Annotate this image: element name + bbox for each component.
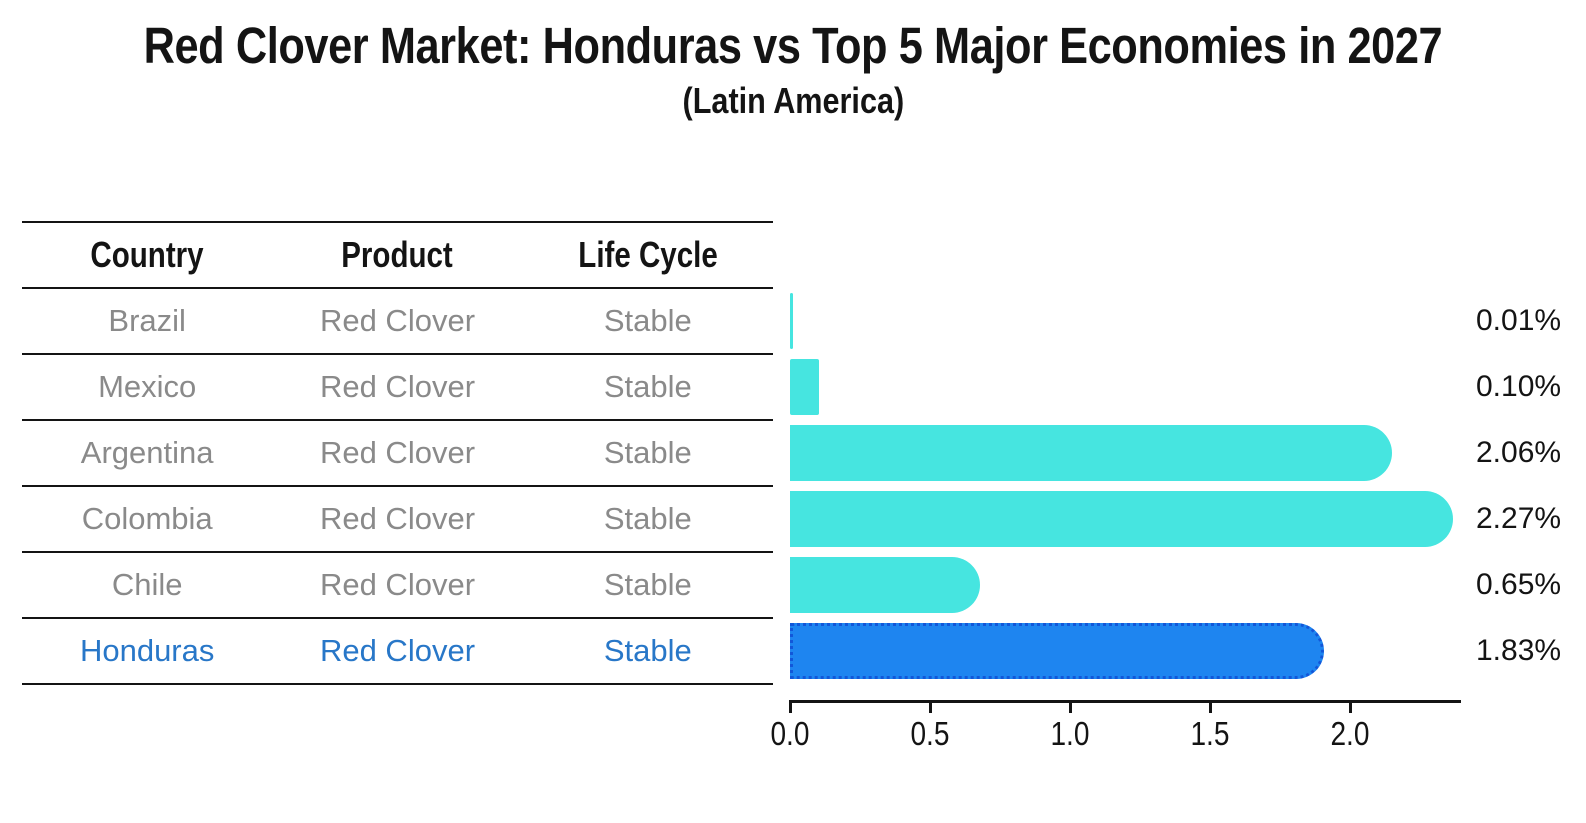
product-cell: Red Clover: [319, 369, 476, 404]
chart-title-text: Red Clover Market: Honduras vs Top 5 Maj…: [143, 17, 1443, 74]
table-row-argentina: Argentina Red Clover Stable: [22, 421, 773, 487]
x-axis-tick-label-text: 0.5: [910, 715, 950, 752]
x-axis-tick-label-0.5: 0.5: [885, 716, 975, 752]
life-cycle-cell: Stable: [603, 369, 692, 404]
table-body: Brazil Red Clover Stable Mexico Red Clover St…: [22, 289, 773, 685]
table-row-mexico: Mexico Red Clover Stable: [22, 355, 773, 421]
x-axis-tick-label-1.0: 1.0: [1025, 716, 1115, 752]
bar-chile: [790, 557, 980, 613]
bar-argentina: [790, 425, 1392, 481]
country-cell: Mexico: [98, 369, 197, 404]
x-axis-tick-label-text: 2.0: [1330, 715, 1370, 752]
column-header-life-cycle: Life Cycle: [578, 234, 718, 275]
column-header-country: Country: [90, 234, 204, 275]
value-label-chile: 0.65%: [1476, 568, 1562, 601]
x-axis-tick-label-2.0: 2.0: [1305, 716, 1395, 752]
bar-honduras: [790, 623, 1324, 679]
life-cycle-cell: Stable: [603, 567, 692, 602]
life-cycle-cell: Stable: [603, 303, 692, 338]
column-header-product: Product: [341, 234, 454, 275]
bar-mexico: [790, 359, 819, 415]
product-cell: Red Clover: [319, 435, 476, 470]
product-cell: Red Clover: [319, 567, 476, 602]
country-cell: Chile: [111, 567, 183, 602]
product-cell: Red Clover: [319, 633, 476, 668]
life-cycle-cell: Stable: [603, 435, 692, 470]
x-axis-tick-0.5: [929, 700, 932, 713]
table-header-row: Country Product Life Cycle: [22, 223, 773, 289]
bar-brazil: [790, 293, 793, 349]
chart-subtitle-text: (Latin America): [682, 80, 904, 121]
x-axis-tick-label-0.0: 0.0: [745, 716, 835, 752]
country-table: Country Product Life Cycle Brazil Red Clo…: [22, 221, 773, 685]
value-label-mexico: 0.10%: [1476, 370, 1562, 403]
x-axis-tick-1.5: [1209, 700, 1212, 713]
table-row-brazil: Brazil Red Clover Stable: [22, 289, 773, 355]
x-axis-tick-1.0: [1069, 700, 1072, 713]
value-label-brazil: 0.01%: [1476, 304, 1562, 337]
product-cell: Red Clover: [319, 303, 476, 338]
table-row-chile: Chile Red Clover Stable: [22, 553, 773, 619]
x-axis-tick-2.0: [1349, 700, 1352, 713]
table-row-colombia: Colombia Red Clover Stable: [22, 487, 773, 553]
x-axis-tick-label-text: 1.5: [1190, 715, 1230, 752]
x-axis-tick-label-1.5: 1.5: [1165, 716, 1255, 752]
x-axis-line: [789, 700, 1461, 703]
product-cell: Red Clover: [319, 501, 476, 536]
country-cell: Honduras: [79, 633, 215, 668]
country-cell: Brazil: [108, 303, 186, 338]
country-cell: Argentina: [80, 435, 214, 470]
value-label-colombia: 2.27%: [1476, 502, 1562, 535]
value-label-argentina: 2.06%: [1476, 436, 1562, 469]
table-row-honduras: Honduras Red Clover Stable: [22, 619, 773, 685]
value-label-honduras: 1.83%: [1476, 634, 1562, 667]
country-cell: Colombia: [81, 501, 213, 536]
life-cycle-cell: Stable: [603, 633, 692, 668]
chart-title: Red Clover Market: Honduras vs Top 5 Maj…: [0, 16, 1586, 75]
x-axis-tick-label-text: 0.0: [770, 715, 810, 752]
bar-colombia: [790, 491, 1453, 547]
x-axis-tick-0.0: [789, 700, 792, 713]
life-cycle-cell: Stable: [603, 501, 692, 536]
chart-subtitle: (Latin America): [0, 80, 1586, 122]
x-axis-tick-label-text: 1.0: [1050, 715, 1090, 752]
